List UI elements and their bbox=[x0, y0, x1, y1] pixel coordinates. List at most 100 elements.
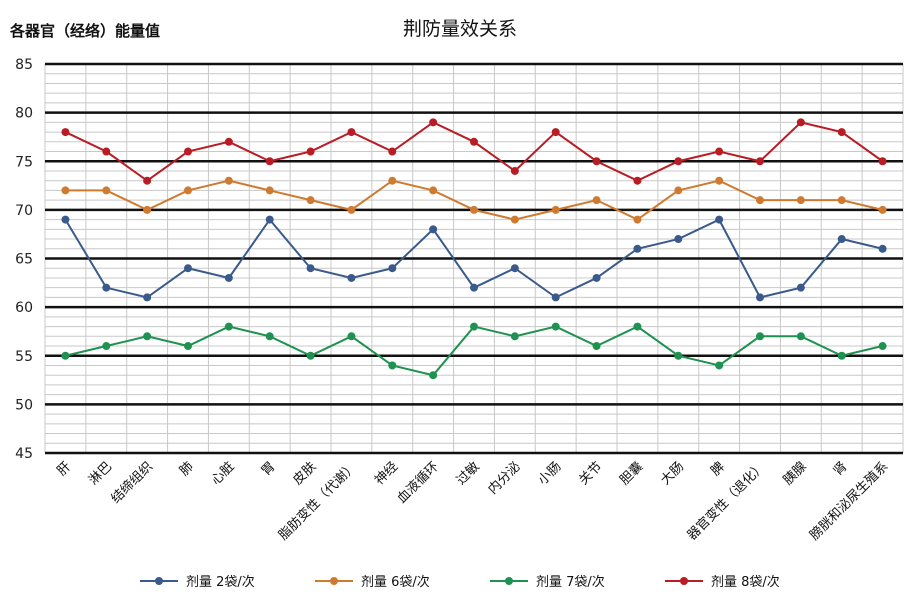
x-tick-label: 心脏 bbox=[209, 459, 238, 488]
data-point bbox=[756, 293, 764, 302]
data-point bbox=[878, 342, 887, 351]
y-axis-label: 各器官（经络）能量值 bbox=[10, 22, 161, 40]
x-tick-label: 皮肤 bbox=[290, 459, 319, 488]
legend-label: 剂量 2袋/次 bbox=[186, 574, 255, 590]
y-tick-label: 50 bbox=[15, 397, 33, 413]
data-point bbox=[878, 244, 887, 253]
data-point bbox=[551, 128, 560, 137]
data-point bbox=[837, 351, 846, 360]
data-point bbox=[756, 196, 764, 205]
data-point bbox=[878, 205, 887, 214]
data-point bbox=[429, 186, 438, 195]
data-point bbox=[674, 157, 683, 166]
data-point bbox=[429, 225, 438, 234]
y-tick-label: 65 bbox=[15, 252, 33, 268]
data-point bbox=[265, 215, 274, 224]
data-point bbox=[388, 176, 397, 185]
data-point bbox=[756, 157, 764, 166]
data-point bbox=[674, 235, 683, 244]
x-tick-label: 过敏 bbox=[454, 459, 483, 488]
x-tick-label: 胰腺 bbox=[781, 459, 810, 488]
legend-marker bbox=[505, 577, 513, 585]
data-point bbox=[510, 264, 519, 273]
data-point bbox=[306, 196, 315, 205]
data-point bbox=[633, 244, 642, 253]
data-point bbox=[184, 264, 192, 273]
data-point bbox=[470, 137, 478, 146]
data-point bbox=[510, 166, 519, 175]
data-point bbox=[837, 128, 846, 137]
x-tick-label: 神经 bbox=[372, 459, 401, 488]
data-point bbox=[224, 322, 233, 331]
data-point bbox=[837, 235, 846, 244]
data-point bbox=[143, 332, 152, 341]
data-point bbox=[510, 332, 519, 341]
data-point bbox=[715, 176, 724, 185]
data-point bbox=[429, 118, 438, 127]
data-point bbox=[470, 322, 478, 331]
data-point bbox=[470, 283, 478, 292]
y-tick-label: 55 bbox=[15, 349, 33, 365]
x-tick-label: 大肠 bbox=[658, 459, 687, 488]
data-point bbox=[388, 264, 397, 273]
data-point bbox=[102, 283, 111, 292]
x-tick-label: 胆囊 bbox=[617, 459, 647, 489]
data-point bbox=[551, 205, 560, 214]
y-tick-label: 70 bbox=[15, 203, 33, 219]
y-tick-label: 45 bbox=[15, 446, 33, 462]
x-tick-label: 肝 bbox=[54, 459, 74, 479]
legend-marker bbox=[155, 577, 163, 585]
data-point bbox=[592, 273, 601, 282]
data-point bbox=[388, 361, 397, 370]
data-point bbox=[143, 293, 152, 302]
data-point bbox=[265, 186, 274, 195]
data-point bbox=[102, 342, 111, 351]
data-point bbox=[796, 196, 805, 205]
data-point bbox=[265, 332, 274, 341]
legend-marker bbox=[680, 577, 688, 585]
y-tick-label: 60 bbox=[15, 300, 33, 316]
data-point bbox=[551, 293, 560, 302]
x-tick-label: 血液循环 bbox=[395, 459, 442, 506]
data-point bbox=[878, 157, 887, 166]
data-point bbox=[347, 205, 356, 214]
x-tick-label: 淋巴 bbox=[86, 459, 115, 488]
data-point bbox=[837, 196, 846, 205]
y-tick-label: 80 bbox=[15, 106, 33, 122]
x-tick-label: 关节 bbox=[576, 459, 605, 488]
data-point bbox=[224, 137, 233, 146]
data-point bbox=[470, 205, 478, 214]
data-point bbox=[796, 118, 805, 127]
data-point bbox=[633, 176, 642, 185]
data-point bbox=[61, 186, 70, 195]
y-tick-label: 75 bbox=[15, 154, 33, 170]
data-point bbox=[715, 361, 724, 370]
x-tick-label: 胃 bbox=[259, 459, 279, 479]
data-point bbox=[143, 176, 152, 185]
data-point bbox=[184, 147, 192, 156]
x-tick-label: 小肠 bbox=[536, 459, 565, 488]
data-point bbox=[796, 332, 805, 341]
data-point bbox=[306, 147, 315, 156]
x-tick-label: 肾 bbox=[831, 459, 851, 479]
data-point bbox=[674, 351, 683, 360]
data-point bbox=[102, 147, 111, 156]
legend-marker bbox=[330, 577, 338, 585]
data-point bbox=[715, 147, 724, 156]
data-point bbox=[592, 157, 601, 166]
data-point bbox=[61, 215, 70, 224]
data-point bbox=[388, 147, 397, 156]
chart-title: 荆防量效关系 bbox=[402, 18, 517, 40]
x-tick-label: 内分泌 bbox=[485, 459, 524, 498]
data-point bbox=[347, 273, 356, 282]
data-point bbox=[102, 186, 111, 195]
data-point bbox=[674, 186, 683, 195]
legend-label: 剂量 7袋/次 bbox=[536, 574, 605, 590]
data-point bbox=[224, 176, 233, 185]
data-point bbox=[592, 342, 601, 351]
data-point bbox=[633, 322, 642, 331]
legend-label: 剂量 6袋/次 bbox=[361, 574, 430, 590]
data-point bbox=[551, 322, 560, 331]
data-point bbox=[796, 283, 805, 292]
